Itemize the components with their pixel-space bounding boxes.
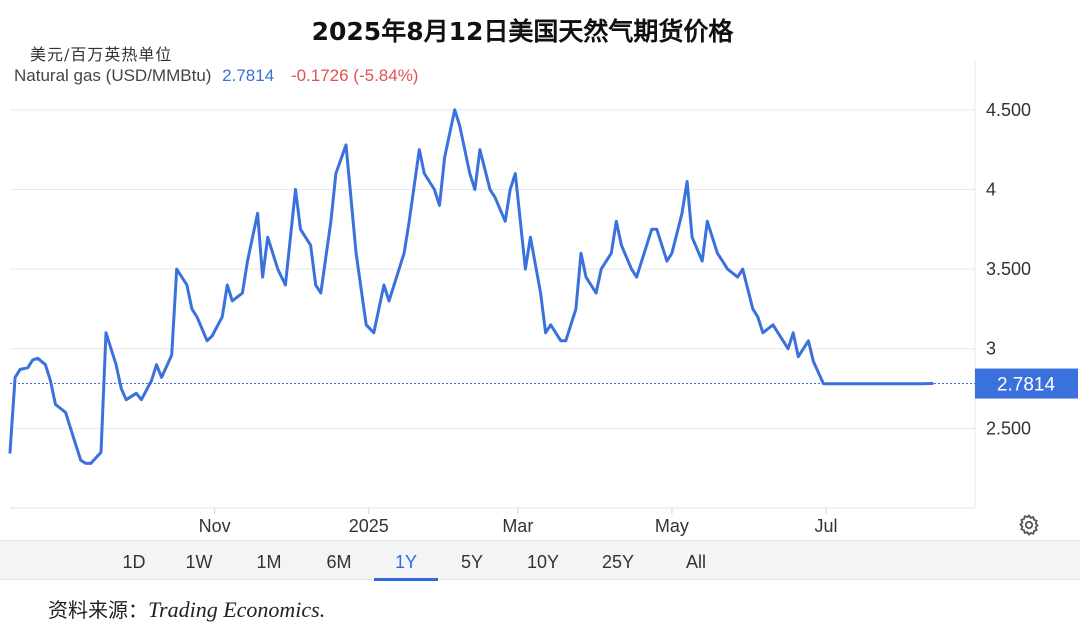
x-tick-label: Jul xyxy=(815,516,838,536)
unit-label: 美元/百万英热单位 xyxy=(30,45,173,64)
series-line xyxy=(8,108,934,465)
x-tick-label: 2025 xyxy=(349,516,389,536)
legend-series-name: Natural gas (USD/MMBtu) xyxy=(14,66,212,85)
range-button-1y[interactable]: 1Y xyxy=(374,541,438,581)
range-button-5y[interactable]: 5Y xyxy=(460,552,484,572)
source-prefix: 资料来源： xyxy=(48,598,148,622)
legend-change: -0.1726 (-5.84%) xyxy=(290,66,419,85)
x-tick-label: Mar xyxy=(502,516,533,536)
range-button-1m[interactable]: 1M xyxy=(256,552,282,572)
range-button-25y[interactable]: 25Y xyxy=(601,552,635,572)
source-note: 资料来源：Trading Economics. xyxy=(48,594,325,623)
settings-button[interactable] xyxy=(1016,514,1042,536)
gear-icon xyxy=(1019,514,1039,536)
range-button-6m[interactable]: 6M xyxy=(326,552,352,572)
time-range-bar: 1D 1W 1M 6M 1Y 5Y 10Y 25Y All xyxy=(0,540,1080,581)
y-tick-label: 2.500 xyxy=(986,418,1031,438)
range-button-10y[interactable]: 10Y xyxy=(526,552,560,572)
y-tick-label: 3.500 xyxy=(986,259,1031,279)
range-button-all[interactable]: All xyxy=(685,552,706,572)
price-chart[interactable]: 2.500 3 3.500 4 4.500 Nov 2025 Mar May Jul 2.7814 xyxy=(0,0,1080,540)
legend: Natural gas (USD/MMBtu) 2.7814 -0.1726 (… xyxy=(14,66,418,86)
source-name: Trading Economics. xyxy=(148,597,326,622)
last-value-tag-label: 2.7814 xyxy=(997,375,1056,396)
legend-price: 2.7814 xyxy=(222,66,275,85)
range-button-1d[interactable]: 1D xyxy=(122,552,146,572)
y-tick-label: 4.500 xyxy=(986,100,1031,120)
y-tick-label: 4 xyxy=(986,179,996,199)
last-value-tag xyxy=(975,368,1078,399)
x-tick-label: Nov xyxy=(199,516,231,536)
range-button-1w[interactable]: 1W xyxy=(185,552,213,572)
chart-title: 2025年8月12日美国天然气期货价格 xyxy=(311,17,734,46)
y-tick-label: 3 xyxy=(986,339,996,359)
x-tick-label: May xyxy=(655,516,689,536)
